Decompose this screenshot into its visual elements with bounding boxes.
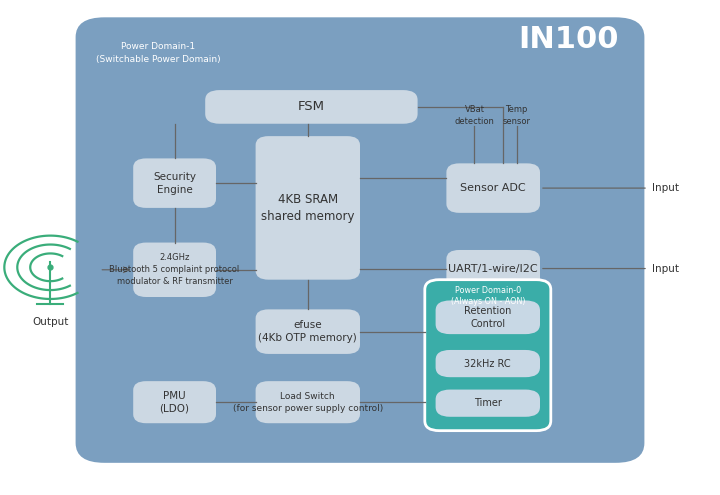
Text: FSM: FSM [298,100,325,113]
FancyBboxPatch shape [76,17,644,463]
FancyBboxPatch shape [436,350,540,377]
Text: Temp
sensor: Temp sensor [503,105,531,126]
Text: IN100: IN100 [518,25,619,54]
Text: Input: Input [652,183,679,193]
Text: Load Switch
(for sensor power supply control): Load Switch (for sensor power supply con… [233,392,383,413]
FancyBboxPatch shape [436,300,540,334]
Text: 32kHz RC: 32kHz RC [464,358,511,369]
FancyBboxPatch shape [133,243,216,297]
FancyBboxPatch shape [436,390,540,417]
FancyBboxPatch shape [425,280,551,431]
Text: Input: Input [652,263,679,274]
Text: Sensor ADC: Sensor ADC [460,183,526,193]
FancyBboxPatch shape [256,309,360,354]
Text: VBat
detection: VBat detection [454,105,495,126]
FancyBboxPatch shape [446,250,540,287]
Text: efuse
(4Kb OTP memory): efuse (4Kb OTP memory) [258,320,357,343]
Text: 2.4GHz
Bluetooth 5 complaint protocol
modulator & RF transmitter: 2.4GHz Bluetooth 5 complaint protocol mo… [109,253,240,286]
Text: Output: Output [32,317,68,327]
Text: UART/1-wire/I2C: UART/1-wire/I2C [449,263,538,274]
Text: Power Domain-1
(Switchable Power Domain): Power Domain-1 (Switchable Power Domain) [96,42,221,63]
Text: Power Domain-0
(Always ON - AON): Power Domain-0 (Always ON - AON) [451,286,525,306]
FancyBboxPatch shape [446,163,540,213]
FancyBboxPatch shape [205,90,418,124]
Text: Security
Engine: Security Engine [153,172,196,195]
Text: Retention
Control: Retention Control [464,306,511,329]
FancyBboxPatch shape [256,381,360,423]
Text: PMU
(LDO): PMU (LDO) [160,391,189,414]
Text: Timer: Timer [474,398,502,408]
FancyBboxPatch shape [133,158,216,208]
FancyBboxPatch shape [256,136,360,280]
Text: 4KB SRAM
shared memory: 4KB SRAM shared memory [261,193,354,223]
FancyBboxPatch shape [133,381,216,423]
